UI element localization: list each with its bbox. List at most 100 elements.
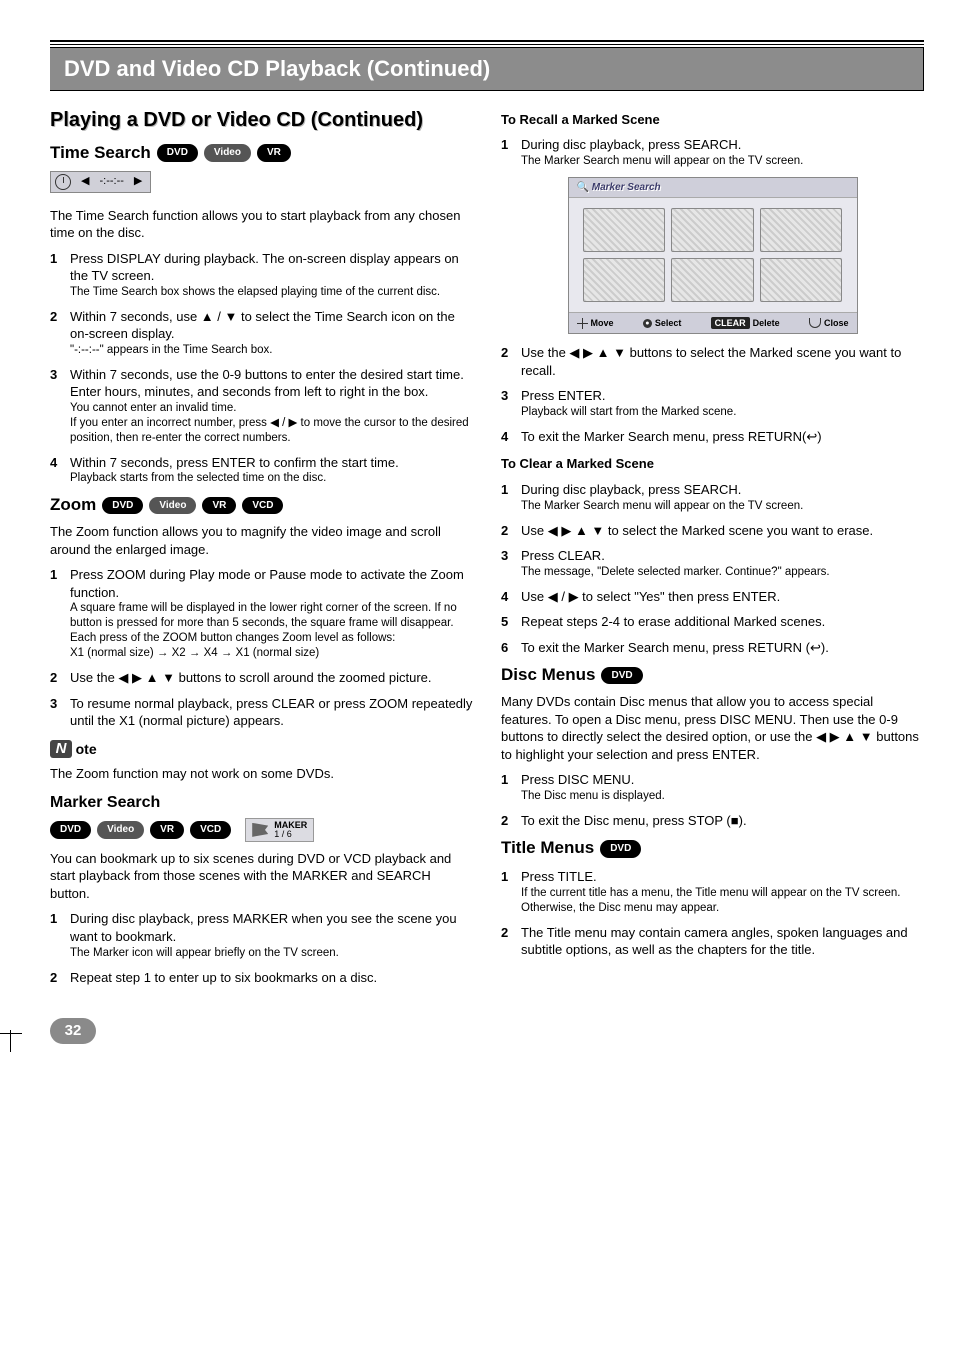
ts-step-1-n: 1 (50, 250, 66, 300)
marker-search-intro: You can bookmark up to six scenes during… (50, 850, 473, 903)
ms-foot-move-text: Move (591, 317, 614, 329)
recall-step-3-n: 3 (501, 387, 517, 419)
time-value: -:--:-- (99, 174, 123, 189)
marker-search-pills-row: DVD Video VR VCD MAKER 1 / 6 (50, 818, 473, 842)
zoom-note-line: N ote (50, 740, 473, 759)
clear-step-3-n: 3 (501, 547, 517, 579)
ms-step-2-n: 2 (50, 969, 66, 987)
disc-step-1-main: Press DISC MENU. (521, 771, 924, 789)
disc-step-2-main: To exit the Disc menu, press STOP (■). (521, 812, 924, 830)
clear-step-3: 3 Press CLEAR. The message, "Delete sele… (501, 547, 924, 579)
zoom-step-1-sub2: Each press of the ZOOM button changes Zo… (70, 631, 473, 646)
ms-step-1-n: 1 (50, 910, 66, 960)
ts-step-3-sub2: If you enter an incorrect number, press … (70, 416, 473, 446)
clear-step-4-main: Use ◀ / ▶ to select "Yes" then press ENT… (521, 588, 924, 606)
time-search-display: ◀ -:--:-- ▶ (50, 171, 151, 193)
clear-step-4-n: 4 (501, 588, 517, 606)
ms-panel-footer: Move ●Select CLEARDelete Close (569, 312, 857, 333)
ms-pill-dvd: DVD (50, 821, 91, 839)
marker-search-heading: Marker Search (50, 792, 473, 814)
select-icon: ● (643, 319, 652, 328)
ts-step-2-main: Within 7 seconds, use ▲ / ▼ to select th… (70, 308, 473, 343)
time-search-heading: Time Search DVD Video VR (50, 142, 473, 165)
clear-step-5-n: 5 (501, 613, 517, 631)
ms-foot-close-text: Close (824, 317, 849, 329)
zoom-step-3: 3 To resume normal playback, press CLEAR… (50, 695, 473, 730)
ms-cell-3 (760, 208, 843, 252)
zoom-step-3-n: 3 (50, 695, 66, 730)
disc-step-2-n: 2 (501, 812, 517, 830)
move-icon (577, 318, 588, 329)
ms-step-1: 1 During disc playback, press MARKER whe… (50, 910, 473, 960)
pill-video: Video (204, 144, 251, 162)
zoom-heading: Zoom DVD Video VR VCD (50, 494, 473, 517)
maker-chip-text: MAKER 1 / 6 (274, 821, 307, 839)
clear-step-6: 6 To exit the Marker Search menu, press … (501, 639, 924, 657)
clear-step-1-n: 1 (501, 481, 517, 513)
ms-panel-title: 🔍 Marker Search (569, 178, 857, 199)
top-rule-thick (50, 40, 924, 42)
clear-step-3-main: Press CLEAR. (521, 547, 924, 565)
recall-step-2: 2 Use the ◀ ▶ ▲ ▼ buttons to select the … (501, 344, 924, 379)
top-rule-thin (50, 44, 924, 45)
ms-foot-select: ●Select (643, 317, 682, 329)
ms-foot-select-text: Select (655, 317, 682, 329)
ms-cell-6 (760, 258, 843, 302)
clear-step-5: 5 Repeat steps 2-4 to erase additional M… (501, 613, 924, 631)
title-step-1-main: Press TITLE. (521, 868, 924, 886)
recall-step-3-sub: Playback will start from the Marked scen… (521, 405, 924, 420)
flag-icon (252, 823, 268, 837)
ts-step-3-main: Within 7 seconds, use the 0-9 buttons to… (70, 366, 473, 401)
disc-step-1-n: 1 (501, 771, 517, 803)
clear-step-5-main: Repeat steps 2-4 to erase additional Mar… (521, 613, 924, 631)
zoom-step-1-sub: A square frame will be displayed in the … (70, 601, 473, 631)
recall-step-3: 3 Press ENTER. Playback will start from … (501, 387, 924, 419)
time-search-heading-text: Time Search (50, 142, 151, 165)
ts-step-4: 4 Within 7 seconds, press ENTER to confi… (50, 454, 473, 486)
clear-step-2: 2 Use ◀ ▶ ▲ ▼ to select the Marked scene… (501, 522, 924, 540)
note-icon: N (50, 740, 72, 758)
recall-step-1: 1 During disc playback, press SEARCH. Th… (501, 136, 924, 168)
ts-step-3-n: 3 (50, 366, 66, 446)
ms-cell-2 (671, 208, 754, 252)
ts-step-1-sub: The Time Search box shows the elapsed pl… (70, 285, 473, 300)
ts-step-3: 3 Within 7 seconds, use the 0-9 buttons … (50, 366, 473, 446)
time-right-arrow: ▶ (134, 174, 142, 189)
ms-pill-vcd: VCD (190, 821, 231, 839)
clear-step-4: 4 Use ◀ / ▶ to select "Yes" then press E… (501, 588, 924, 606)
ms-step-1-sub: The Marker icon will appear briefly on t… (70, 946, 473, 961)
recall-step-1-main: During disc playback, press SEARCH. (521, 136, 924, 154)
maker-chip: MAKER 1 / 6 (245, 818, 314, 842)
title-step-2-n: 2 (501, 924, 517, 959)
ms-cell-1 (583, 208, 666, 252)
pill-vr: VR (257, 144, 291, 162)
zoom-step-1-main: Press ZOOM during Play mode or Pause mod… (70, 566, 473, 601)
note-title: ote (76, 741, 97, 757)
ts-step-1: 1 Press DISPLAY during playback. The on-… (50, 250, 473, 300)
ms-foot-move: Move (577, 317, 614, 329)
zoom-step-3-main: To resume normal playback, press CLEAR o… (70, 695, 473, 730)
content-columns: Playing a DVD or Video CD (Continued) Ti… (50, 101, 924, 994)
recall-step-2-n: 2 (501, 344, 517, 379)
clock-icon (55, 174, 71, 190)
ts-step-1-main: Press DISPLAY during playback. The on-sc… (70, 250, 473, 285)
zoom-pill-vcd: VCD (242, 497, 283, 515)
ms-cell-5 (671, 258, 754, 302)
ts-step-4-main: Within 7 seconds, press ENTER to confirm… (70, 454, 473, 472)
zoom-intro: The Zoom function allows you to magnify … (50, 523, 473, 558)
clear-chip: CLEAR (711, 317, 750, 329)
return-icon (809, 318, 821, 328)
recall-step-4-main: To exit the Marker Search menu, press RE… (521, 428, 924, 446)
ts-step-4-n: 4 (50, 454, 66, 486)
recall-step-4: 4 To exit the Marker Search menu, press … (501, 428, 924, 446)
disc-step-1-sub: The Disc menu is displayed. (521, 789, 924, 804)
right-column: To Recall a Marked Scene 1 During disc p… (501, 101, 924, 994)
disc-menus-heading-text: Disc Menus (501, 664, 595, 687)
ms-cell-4 (583, 258, 666, 302)
title-step-2-main: The Title menu may contain camera angles… (521, 924, 924, 959)
disc-pill-dvd: DVD (601, 667, 642, 685)
ts-step-2-sub: "-:--:--" appears in the Time Search box… (70, 343, 473, 358)
ts-step-4-sub: Playback starts from the selected time o… (70, 471, 473, 486)
title-step-1-sub: If the current title has a menu, the Tit… (521, 886, 924, 916)
maker-chip-count: 1 / 6 (274, 829, 292, 839)
